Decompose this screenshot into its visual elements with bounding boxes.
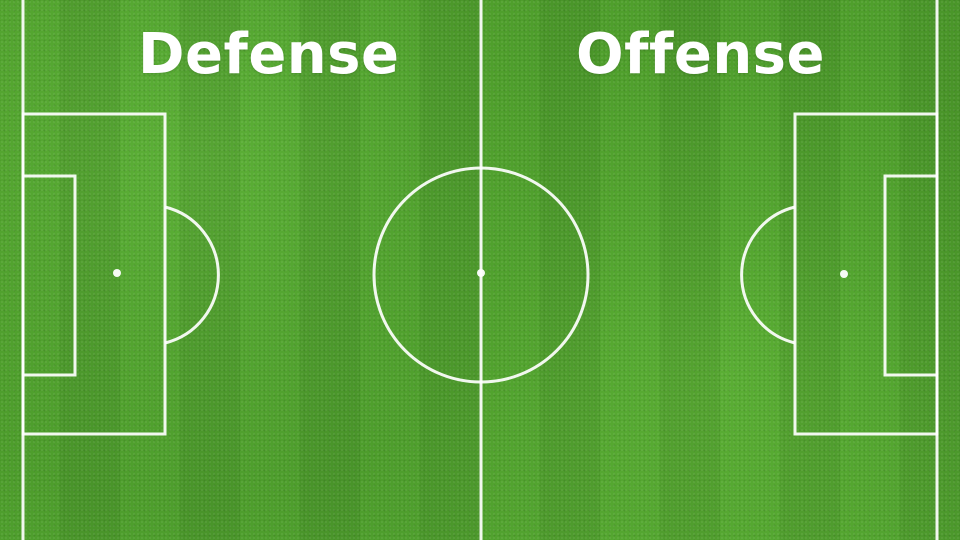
- right-penalty-arc: [740, 205, 796, 345]
- defense-label: Defense: [138, 22, 400, 87]
- center-spot: [477, 269, 485, 277]
- right-penalty-spot: [840, 270, 848, 278]
- left-penalty-spot: [113, 269, 121, 277]
- left-penalty-arc: [164, 205, 220, 345]
- left-goal-area: [21, 174, 77, 377]
- right-goal-area: [883, 174, 939, 377]
- left-penalty-area: [21, 112, 167, 436]
- center-circle: [372, 166, 590, 384]
- right-penalty-area: [793, 112, 939, 436]
- offense-label: Offense: [576, 22, 825, 87]
